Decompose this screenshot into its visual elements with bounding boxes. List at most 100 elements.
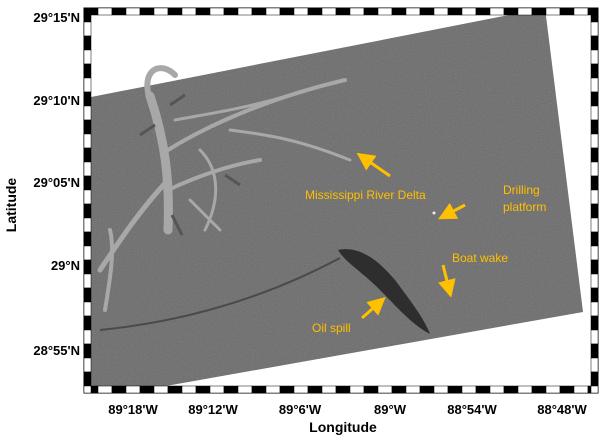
border-segment [84, 302, 91, 316]
border-segment [322, 8, 336, 15]
y-tick-label: 29°N [51, 258, 80, 273]
annotation: Boat wake [452, 251, 508, 265]
border-segment [591, 134, 598, 148]
border-segment [84, 92, 91, 106]
border-segment [280, 386, 294, 393]
border-segment [84, 106, 91, 120]
border-segment [84, 218, 91, 232]
border-segment [591, 260, 598, 274]
border-segment [448, 386, 462, 393]
border-segment [224, 8, 238, 15]
border-segment [322, 386, 336, 393]
border-segment [84, 64, 91, 78]
border-segment [591, 106, 598, 120]
x-tick-label: 89°18'W [108, 402, 158, 417]
border-segment [266, 8, 280, 15]
border-segment [238, 386, 252, 393]
border-segment [84, 274, 91, 288]
border-segment [462, 386, 476, 393]
border-segment [591, 274, 598, 288]
border-segment [84, 232, 91, 246]
border-segment [182, 8, 196, 15]
border-segment [448, 8, 462, 15]
border-segment [420, 8, 434, 15]
border-segment [476, 386, 490, 393]
border-segment [98, 8, 112, 15]
border-segment [560, 386, 574, 393]
border-segment [84, 50, 91, 64]
border-segment [84, 22, 91, 36]
border-segment [84, 316, 91, 330]
x-tick-label: 89°6'W [279, 402, 322, 417]
border-segment [462, 8, 476, 15]
border-segment [406, 8, 420, 15]
border-segment [308, 8, 322, 15]
border-segment [84, 148, 91, 162]
border-segment [392, 8, 406, 15]
border-segment [504, 386, 518, 393]
border-segment [574, 386, 588, 393]
border-segment [266, 386, 280, 393]
border-segment [434, 386, 448, 393]
border-segment [140, 8, 154, 15]
border-segment [591, 148, 598, 162]
border-segment [591, 204, 598, 218]
border-segment [406, 386, 420, 393]
border-segment [196, 386, 210, 393]
border-segment [84, 190, 91, 204]
border-segment [84, 288, 91, 302]
border-segment [336, 8, 350, 15]
border-segment [196, 8, 210, 15]
border-segment [504, 8, 518, 15]
annotation: Mississippi River Delta [305, 188, 426, 202]
border-segment [112, 8, 126, 15]
border-segment [168, 386, 182, 393]
x-tick-label: 89°12'W [188, 402, 238, 417]
border-segment [84, 246, 91, 260]
border-segment [210, 8, 224, 15]
border-segment [392, 386, 406, 393]
border-segment [591, 330, 598, 344]
border-segment [378, 386, 392, 393]
x-tick-label: 88°48'W [537, 402, 587, 417]
border-segment [238, 8, 252, 15]
border-segment [591, 386, 598, 393]
border-segment [476, 8, 490, 15]
border-segment [591, 36, 598, 50]
y-tick-label: 29°15'N [33, 10, 80, 25]
border-segment [84, 344, 91, 358]
border-segment [154, 8, 168, 15]
border-segment [84, 330, 91, 344]
border-segment [84, 358, 91, 372]
border-segment [591, 358, 598, 372]
annotation: Drilling [503, 183, 540, 197]
border-segment [308, 386, 322, 393]
border-segment [140, 386, 154, 393]
border-segment [546, 386, 560, 393]
border-segment [112, 386, 126, 393]
border-segment [591, 344, 598, 358]
map-figure: 89°18'W89°12'W89°6'W89°W88°54'W88°48'W29… [0, 0, 610, 443]
border-segment [591, 162, 598, 176]
border-segment [591, 50, 598, 64]
border-segment [591, 190, 598, 204]
border-segment [154, 386, 168, 393]
border-segment [294, 8, 308, 15]
border-segment [591, 372, 598, 386]
border-segment [378, 8, 392, 15]
border-segment [210, 386, 224, 393]
border-segment [84, 386, 91, 393]
border-segment [350, 8, 364, 15]
border-segment [574, 8, 588, 15]
border-segment [84, 204, 91, 218]
border-segment [490, 8, 504, 15]
border-segment [591, 120, 598, 134]
border-segment [182, 386, 196, 393]
border-segment [420, 386, 434, 393]
border-segment [126, 8, 140, 15]
border-segment [591, 288, 598, 302]
x-tick-label: 88°54'W [447, 402, 497, 417]
border-segment [591, 64, 598, 78]
border-segment [84, 176, 91, 190]
border-segment [224, 386, 238, 393]
